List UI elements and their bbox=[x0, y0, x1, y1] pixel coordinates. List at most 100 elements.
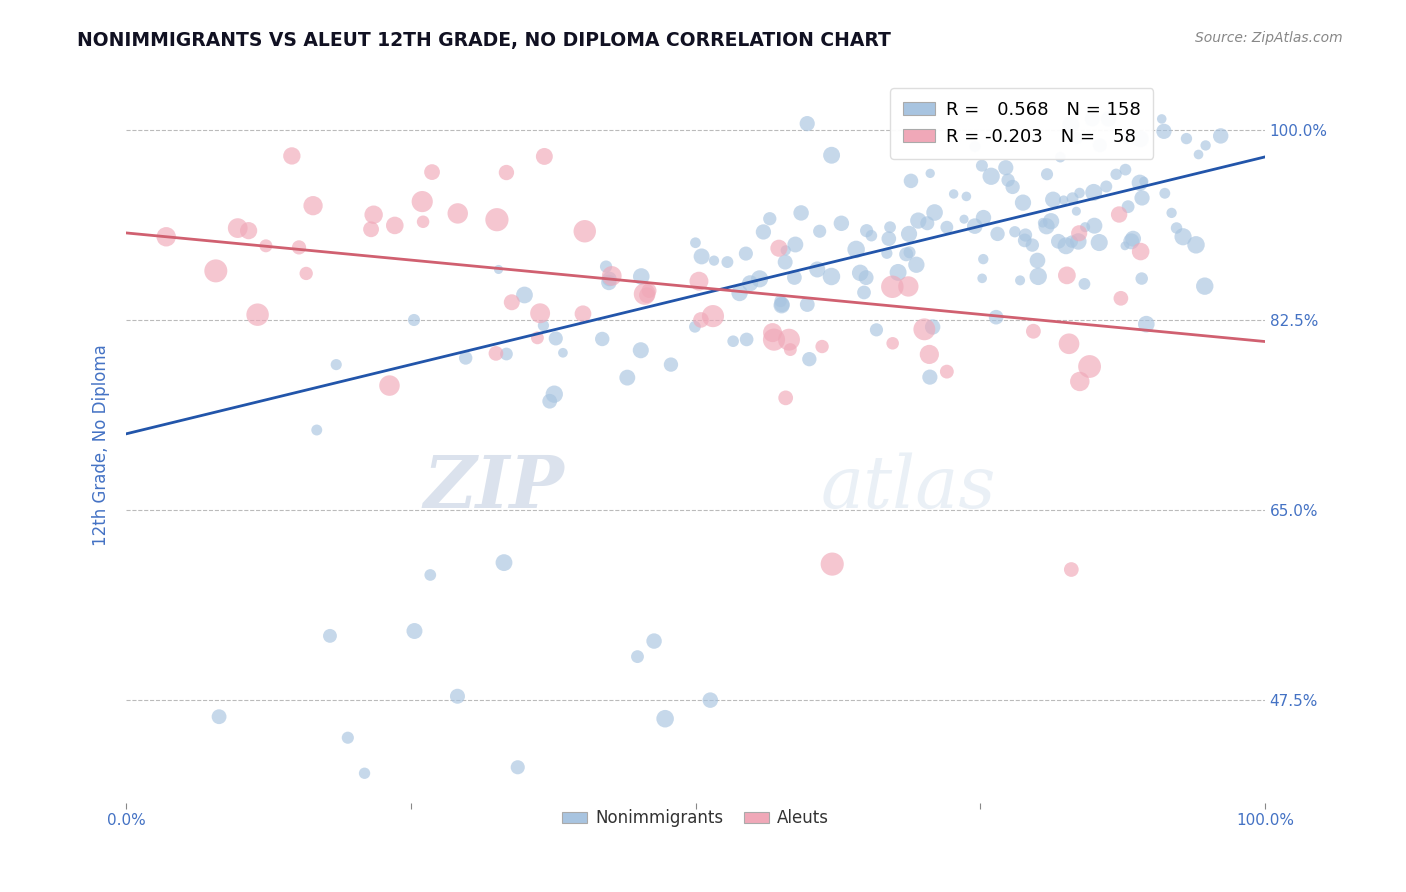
Point bbox=[721, 334, 744, 349]
Point bbox=[1035, 219, 1057, 234]
Point bbox=[412, 215, 434, 229]
Point bbox=[363, 208, 385, 222]
Point bbox=[1105, 167, 1128, 181]
Point bbox=[1062, 191, 1084, 205]
Point bbox=[1108, 207, 1130, 221]
Point bbox=[984, 310, 1007, 325]
Point bbox=[778, 333, 800, 347]
Point bbox=[1129, 176, 1152, 190]
Point bbox=[963, 219, 986, 233]
Point bbox=[783, 270, 806, 285]
Point bbox=[254, 239, 277, 253]
Point bbox=[1153, 186, 1175, 201]
Point bbox=[898, 227, 921, 241]
Point bbox=[419, 568, 441, 582]
Point bbox=[935, 220, 957, 235]
Point bbox=[972, 252, 994, 266]
Point bbox=[360, 222, 382, 236]
Point bbox=[598, 276, 620, 290]
Point bbox=[912, 322, 935, 336]
Point bbox=[1060, 562, 1083, 576]
Point bbox=[690, 249, 713, 263]
Point bbox=[1067, 235, 1090, 249]
Point bbox=[820, 148, 842, 162]
Point bbox=[845, 243, 868, 257]
Point bbox=[735, 333, 758, 347]
Point bbox=[1074, 220, 1097, 235]
Point bbox=[773, 255, 796, 269]
Point bbox=[353, 766, 375, 780]
Point bbox=[1088, 235, 1111, 250]
Point bbox=[411, 194, 433, 209]
Point bbox=[1194, 138, 1216, 153]
Point bbox=[1078, 359, 1101, 374]
Point bbox=[492, 556, 515, 570]
Point bbox=[572, 307, 595, 321]
Point bbox=[1014, 227, 1036, 242]
Point bbox=[806, 262, 828, 277]
Point bbox=[495, 165, 517, 179]
Point bbox=[997, 173, 1019, 187]
Point bbox=[1187, 147, 1209, 161]
Point bbox=[495, 347, 517, 361]
Point bbox=[533, 318, 555, 333]
Point bbox=[485, 212, 508, 227]
Point bbox=[1069, 375, 1091, 389]
Point bbox=[775, 244, 797, 258]
Point bbox=[1081, 112, 1104, 126]
Point bbox=[538, 394, 561, 409]
Point bbox=[900, 174, 922, 188]
Point bbox=[728, 286, 751, 301]
Point bbox=[595, 260, 617, 274]
Point bbox=[685, 235, 707, 250]
Point bbox=[404, 624, 426, 638]
Point bbox=[378, 378, 401, 392]
Point bbox=[699, 693, 721, 707]
Point bbox=[703, 253, 725, 268]
Point bbox=[849, 266, 872, 280]
Point bbox=[1032, 216, 1054, 230]
Point bbox=[402, 313, 425, 327]
Point bbox=[533, 149, 555, 163]
Point bbox=[1040, 214, 1063, 228]
Point bbox=[758, 211, 780, 226]
Point bbox=[1022, 324, 1045, 338]
Point bbox=[626, 649, 648, 664]
Point bbox=[896, 247, 918, 261]
Point bbox=[775, 391, 797, 405]
Point bbox=[917, 216, 939, 230]
Point bbox=[1052, 193, 1074, 207]
Point bbox=[1150, 112, 1173, 126]
Point bbox=[1115, 132, 1137, 146]
Point bbox=[1175, 131, 1198, 145]
Point bbox=[226, 221, 249, 235]
Point bbox=[716, 255, 738, 269]
Point bbox=[830, 216, 852, 230]
Point bbox=[970, 159, 993, 173]
Y-axis label: 12th Grade, No Diploma: 12th Grade, No Diploma bbox=[93, 343, 110, 546]
Point bbox=[659, 358, 682, 372]
Point bbox=[1109, 291, 1132, 305]
Point bbox=[319, 629, 342, 643]
Point bbox=[420, 165, 443, 179]
Point bbox=[1135, 317, 1157, 331]
Point bbox=[1014, 234, 1036, 248]
Point bbox=[879, 220, 901, 235]
Text: Source: ZipAtlas.com: Source: ZipAtlas.com bbox=[1195, 31, 1343, 45]
Point bbox=[953, 212, 976, 227]
Point bbox=[972, 271, 994, 285]
Point bbox=[295, 267, 318, 281]
Point bbox=[865, 323, 887, 337]
Point bbox=[820, 269, 842, 284]
Point bbox=[1194, 279, 1216, 293]
Point bbox=[882, 336, 904, 351]
Point bbox=[1114, 239, 1136, 253]
Point bbox=[643, 634, 665, 648]
Point bbox=[1001, 180, 1024, 194]
Point bbox=[876, 246, 898, 260]
Point bbox=[543, 387, 565, 401]
Point bbox=[921, 320, 943, 334]
Point bbox=[898, 245, 921, 260]
Point bbox=[591, 332, 613, 346]
Point bbox=[942, 186, 965, 201]
